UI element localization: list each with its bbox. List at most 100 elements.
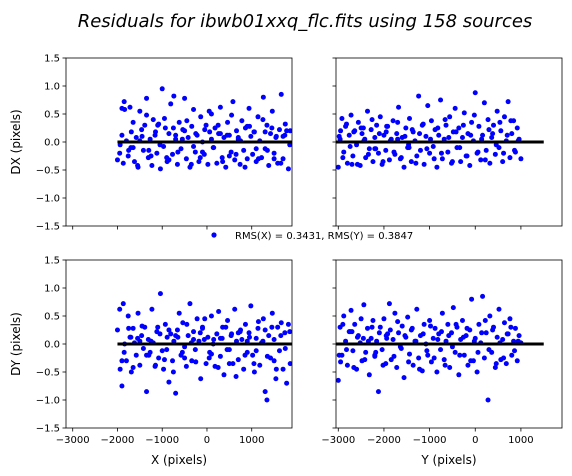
data-point [417, 366, 423, 372]
data-point [384, 123, 390, 129]
data-point [128, 369, 134, 375]
data-point [351, 129, 357, 135]
data-point [174, 161, 180, 167]
data-point [168, 101, 174, 107]
data-point [159, 348, 165, 354]
data-point [504, 132, 510, 138]
data-point [401, 164, 407, 170]
data-point [202, 316, 208, 322]
data-point [365, 108, 370, 114]
data-point [375, 389, 381, 395]
data-point [235, 357, 241, 363]
data-point [157, 142, 163, 148]
data-point [336, 164, 341, 170]
data-point [479, 136, 485, 142]
data-point [233, 373, 239, 379]
data-point [496, 306, 502, 312]
data-point [196, 338, 202, 344]
x-tick-label: −3000 [321, 435, 355, 446]
data-point [431, 156, 437, 162]
data-point [185, 135, 191, 141]
panel-x-dx: −1.5 −1.0 −0.5 0.0 0.5 1.0 1.5 DX (pixels) [9, 54, 293, 233]
data-point [135, 163, 141, 169]
data-point [206, 108, 212, 114]
data-point [490, 131, 496, 137]
x-axis-label: Y (pixels) [420, 453, 476, 467]
data-point [255, 156, 261, 162]
data-point [171, 93, 177, 99]
y-tick-label: −0.5 [36, 368, 60, 379]
data-point [184, 118, 190, 124]
data-point [217, 131, 223, 137]
data-point [276, 348, 282, 354]
data-point [166, 327, 172, 333]
legend-marker [211, 232, 217, 238]
data-point [144, 112, 150, 118]
data-point [206, 355, 212, 361]
data-point [428, 118, 434, 124]
data-point [344, 121, 349, 127]
data-point [257, 362, 263, 368]
data-point [200, 325, 205, 331]
data-point [354, 161, 360, 167]
data-point [225, 119, 231, 125]
data-point [207, 129, 213, 135]
data-point [399, 323, 405, 329]
data-point [427, 150, 433, 156]
data-point [182, 95, 188, 101]
data-point [119, 358, 125, 364]
data-point [170, 369, 176, 375]
data-point [285, 321, 291, 327]
x-tick-label: −2000 [101, 435, 135, 446]
data-point [248, 303, 254, 309]
data-point [237, 161, 243, 167]
data-point [501, 355, 507, 361]
data-point [414, 306, 420, 312]
data-point [253, 146, 259, 152]
panel-y-dy: −3000 −2000 −1000 0 1000 Y (pixels) [321, 259, 563, 467]
data-point [117, 150, 123, 156]
data-point [428, 136, 434, 142]
data-point [372, 352, 378, 358]
data-point [157, 166, 163, 172]
data-point [461, 110, 467, 116]
data-point [511, 338, 517, 344]
data-point [170, 151, 176, 157]
data-point [494, 108, 500, 114]
data-point [255, 114, 261, 120]
x-tick-label: 0 [472, 435, 478, 446]
data-point [164, 155, 170, 161]
data-point [120, 160, 126, 166]
data-point [408, 159, 414, 165]
data-point [241, 147, 247, 153]
data-point [420, 121, 426, 127]
data-point [170, 358, 176, 364]
data-point [503, 361, 509, 367]
data-point [139, 333, 145, 339]
data-point [153, 362, 158, 368]
data-point [137, 108, 143, 114]
data-point [260, 338, 266, 344]
data-point [121, 99, 127, 105]
data-point [417, 147, 423, 153]
data-point [379, 347, 385, 353]
data-point [194, 316, 200, 322]
data-point [128, 129, 134, 135]
data-point [370, 159, 376, 165]
data-point [203, 361, 209, 367]
data-point [362, 357, 368, 363]
chart-title: Residuals for ibwb01xxq_flc.fits using 1… [78, 11, 533, 32]
data-point [230, 361, 236, 367]
data-point [383, 333, 389, 339]
data-point [196, 159, 202, 165]
data-point [492, 151, 498, 157]
data-point [443, 338, 449, 344]
data-point [224, 132, 230, 138]
data-point [211, 337, 217, 343]
data-point [501, 114, 507, 120]
data-point [242, 321, 248, 327]
data-point [507, 316, 513, 322]
data-point [396, 330, 402, 336]
data-point [388, 357, 394, 363]
